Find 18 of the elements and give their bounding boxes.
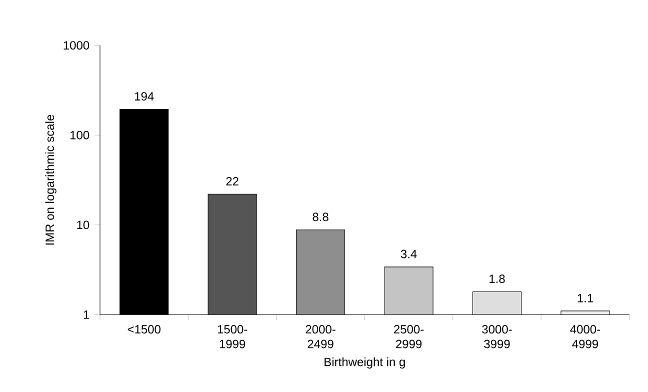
data-label: 3.4: [400, 250, 417, 258]
x-tick-label: 2500-2999: [394, 325, 424, 348]
y-tick-label: 100: [70, 130, 90, 140]
data-label: 1.8: [490, 274, 505, 284]
data-label: 8.8: [312, 212, 328, 222]
y-tick-label: 1: [84, 310, 90, 319]
x-tick-label: 1500-1999: [218, 325, 248, 348]
x-tick-label: 4000-4999: [570, 325, 600, 348]
data-label: 1.1: [578, 294, 593, 302]
x-tick-label: 2000-2499: [306, 325, 336, 348]
y-tick-label: 1000: [64, 41, 90, 50]
x-axis-title: Birthweight in g: [324, 357, 405, 369]
data-label: 194: [135, 92, 154, 101]
y-axis-title: IMR on logarithmic scale: [45, 114, 56, 245]
x-tick-label: <1500: [128, 325, 160, 334]
y-tick-label: 10: [77, 220, 90, 230]
x-tick-label: 3000-3999: [482, 325, 512, 348]
data-label: 22: [226, 177, 238, 186]
